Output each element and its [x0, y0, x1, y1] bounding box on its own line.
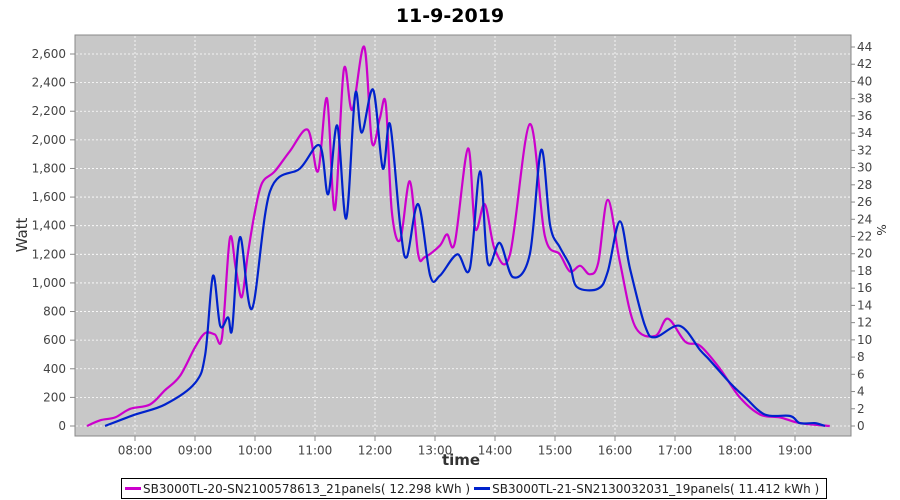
- y2-axis-label: %: [874, 224, 888, 235]
- y2-tick-label: 6: [857, 367, 865, 381]
- y2-tick-label: 32: [857, 143, 872, 157]
- series-line-1: [86, 45, 830, 428]
- y-tick-label: 600: [43, 333, 66, 347]
- y-tick-label: 0: [58, 419, 66, 433]
- y2-tick-label: 16: [857, 281, 872, 295]
- y-tick-label: 1,200: [32, 247, 66, 261]
- x-tick-label: 14:00: [478, 444, 513, 458]
- y-tick-label: 1,400: [32, 219, 66, 233]
- x-tick-label: 17:00: [658, 444, 693, 458]
- x-tick-label: 10:00: [238, 444, 273, 458]
- plot-area: [74, 34, 852, 437]
- y2-tick-label: 28: [857, 178, 872, 192]
- chart-title: 11-9-2019: [396, 5, 504, 27]
- x-tick-label: 08:00: [118, 444, 153, 458]
- legend: SB3000TL-20-SN2100578613_21panels( 12.29…: [121, 478, 828, 499]
- legend-swatch-magenta: [125, 487, 141, 490]
- y2-tick-label: 44: [857, 40, 872, 54]
- legend-label: SB3000TL-20-SN2100578613_21panels( 12.29…: [143, 481, 471, 496]
- y-tick-label: 200: [43, 390, 66, 404]
- legend-item-sb3000tl-20: SB3000TL-20-SN2100578613_21panels( 12.29…: [125, 482, 470, 496]
- y-tick-label: 1,800: [32, 161, 66, 175]
- legend-swatch-blue: [474, 487, 491, 490]
- y2-tick-label: 22: [857, 230, 872, 244]
- legend-item-sb3000tl-21: SB3000TL-21-SN2130032031_19panels( 11.41…: [474, 482, 819, 496]
- y2-tick-label: 30: [857, 161, 872, 175]
- y2-tick-label: 26: [857, 195, 872, 209]
- y2-tick-label: 36: [857, 109, 872, 123]
- y-tick-label: 800: [43, 305, 66, 319]
- y2-tick-label: 42: [857, 57, 872, 71]
- y2-tick-label: 18: [857, 264, 872, 278]
- x-tick-label: 13:00: [418, 444, 453, 458]
- y2-tick-label: 24: [857, 212, 872, 226]
- y2-tick-label: 40: [857, 74, 872, 88]
- y-tick-label: 400: [43, 362, 66, 376]
- y2-tick-label: 14: [857, 298, 872, 312]
- y2-tick-label: 4: [857, 385, 865, 399]
- y-tick-label: 2,000: [32, 133, 66, 147]
- series-line-2: [104, 88, 826, 428]
- legend-label: SB3000TL-21-SN2130032031_19panels( 11.41…: [492, 481, 820, 496]
- x-tick-label: 19:00: [778, 444, 813, 458]
- y-tick-label: 1,600: [32, 190, 66, 204]
- y-tick-label: 2,200: [32, 104, 66, 118]
- y-tick-label: 1,000: [32, 276, 66, 290]
- y-tick-label: 2,400: [32, 76, 66, 90]
- x-tick-label: 09:00: [178, 444, 213, 458]
- y-axis-label: Watt: [13, 217, 31, 252]
- x-axis-label: time: [442, 451, 480, 469]
- y2-tick-label: 8: [857, 350, 865, 364]
- x-tick-label: 16:00: [598, 444, 633, 458]
- y2-tick-label: 38: [857, 92, 872, 106]
- y2-tick-label: 2: [857, 402, 865, 416]
- x-tick-label: 12:00: [358, 444, 393, 458]
- y2-tick-label: 0: [857, 419, 865, 433]
- y2-tick-label: 12: [857, 316, 872, 330]
- x-tick-label: 18:00: [718, 444, 753, 458]
- x-tick-label: 11:00: [298, 444, 333, 458]
- y-tick-label: 2,600: [32, 47, 66, 61]
- y2-tick-label: 20: [857, 247, 872, 261]
- x-tick-label: 15:00: [538, 444, 573, 458]
- y2-tick-label: 34: [857, 126, 872, 140]
- y2-tick-label: 10: [857, 333, 872, 347]
